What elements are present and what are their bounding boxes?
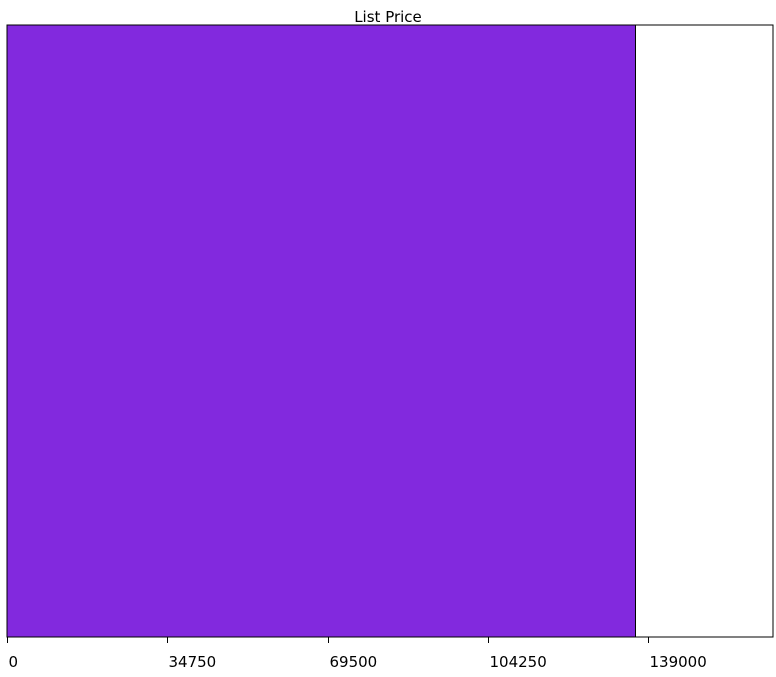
bar-0 <box>6 24 636 638</box>
x-ticks-layer: 0 34750 69500 104250 139000 <box>7 637 707 671</box>
chart-title: List Price <box>354 8 422 26</box>
x-tick-label-0: 0 <box>9 653 19 671</box>
x-tick-label-2: 69500 <box>330 653 378 671</box>
x-tick-label-4: 139000 <box>650 653 707 671</box>
left-edge-glyph: : <box>0 330 1 348</box>
bars-layer <box>6 24 636 638</box>
x-tick-label-3: 104250 <box>490 653 547 671</box>
x-tick-label-1: 34750 <box>169 653 217 671</box>
